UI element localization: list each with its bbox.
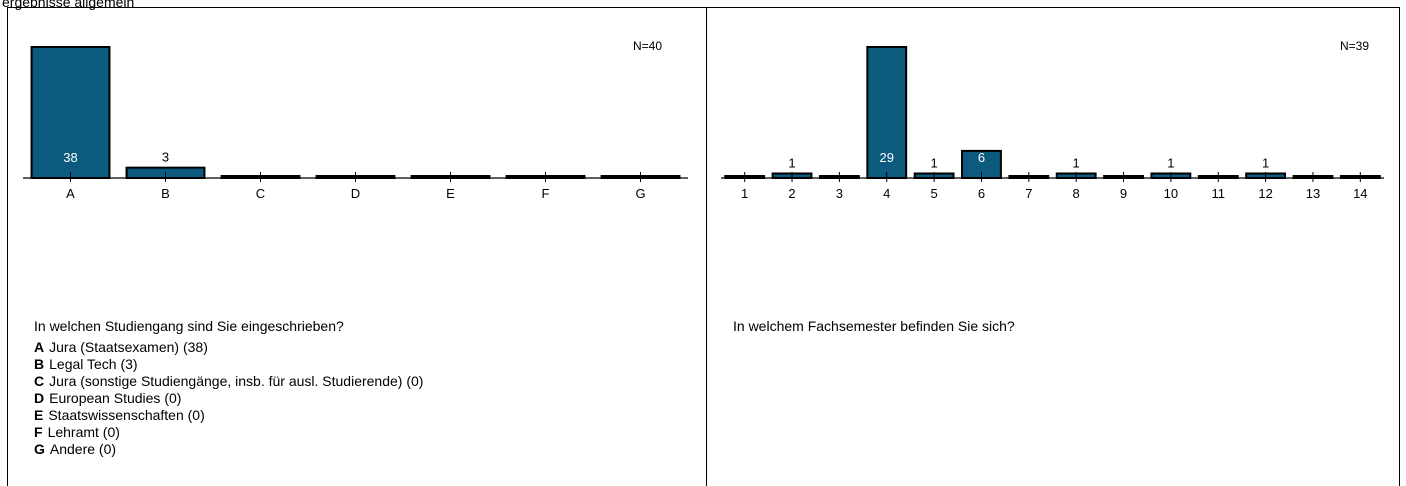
data-label-2: 1: [788, 155, 795, 170]
page-header: ergebnisse allgemein: [2, 0, 135, 10]
legend-text: Legal Tech (3): [49, 356, 138, 372]
tick-label-5: 5: [930, 186, 937, 201]
n-count-label: N=39: [1340, 39, 1370, 53]
legend-item: C Jura (sonstige Studiengänge, insb. für …: [34, 373, 423, 390]
data-label-10: 1: [1167, 155, 1174, 170]
tick-label-9: 9: [1120, 186, 1127, 201]
data-label-4: 29: [880, 150, 894, 165]
tick-label-4: 4: [883, 186, 890, 201]
tick-label-E: E: [446, 186, 455, 201]
bar-4: [866, 46, 908, 179]
tick-label-6: 6: [978, 186, 985, 201]
legend-text: Jura (sonstige Studiengänge, insb. für a…: [49, 373, 424, 389]
legend-key: E: [34, 407, 44, 423]
data-label-8: 1: [1073, 155, 1080, 170]
tick-label-F: F: [542, 186, 550, 201]
legend-key: B: [34, 356, 45, 372]
tick-label-10: 10: [1164, 186, 1178, 201]
legend-text: Lehramt (0): [47, 424, 120, 440]
tick-label-12: 12: [1258, 186, 1272, 201]
tick-label-13: 13: [1306, 186, 1320, 201]
tick-label-1: 1: [741, 186, 748, 201]
legend-key: C: [34, 373, 45, 389]
legend-text: Staatswissenschaften (0): [48, 407, 205, 423]
tick-label-D: D: [351, 186, 360, 201]
tick-label-G: G: [635, 186, 645, 201]
data-label-5: 1: [930, 155, 937, 170]
answer-legend: A Jura (Staatsexamen) (38) B Legal Tech (3)…: [34, 339, 423, 458]
legend-item: F Lehramt (0): [34, 424, 423, 441]
tick-label-2: 2: [788, 186, 795, 201]
legend-item: G Andere (0): [34, 441, 423, 458]
tick-label-11: 11: [1212, 186, 1226, 201]
tick-label-7: 7: [1025, 186, 1032, 201]
tick-label-14: 14: [1353, 186, 1367, 201]
legend-text: European Studies (0): [49, 390, 182, 406]
tick-label-B: B: [161, 186, 170, 201]
legend-item: A Jura (Staatsexamen) (38): [34, 339, 423, 356]
legend-text: Andere (0): [49, 441, 117, 457]
tick-label-3: 3: [836, 186, 843, 201]
legend-key: G: [34, 441, 45, 457]
legend-key: D: [34, 390, 45, 406]
tick-label-A: A: [66, 186, 75, 201]
data-label-A: 38: [63, 150, 77, 165]
legend-item: B Legal Tech (3): [34, 356, 423, 373]
tick-label-8: 8: [1073, 186, 1080, 201]
question-text: In welchem Fachsemester befinden Sie sic…: [733, 318, 1015, 334]
data-label-12: 1: [1262, 155, 1269, 170]
legend-text: Jura (Staatsexamen) (38): [49, 339, 208, 355]
question-text: In welchen Studiengang sind Sie eingesch…: [34, 318, 344, 334]
bar-6: [961, 149, 1002, 179]
data-label-6: 6: [978, 150, 985, 165]
legend-key: F: [34, 424, 43, 440]
tick-label-C: C: [256, 186, 265, 201]
chart-panel-studiengang: A 38 B 3 C D E F G N=40 In welchen Studiengang s…: [7, 7, 707, 486]
chart-panel-fachsemester: 1 2 1 3 4 29 5 1 6 6 7 8 1 9 10 1 11 12 1 13 14 N=39 In welc…: [706, 7, 1400, 486]
legend-item: D European Studies (0): [34, 390, 423, 407]
bar-chart-studiengang: A 38 B 3 C D E F G: [23, 46, 688, 201]
data-label-B: 3: [162, 150, 169, 165]
legend-key: A: [34, 339, 45, 355]
legend-item: E Staatswissenschaften (0): [34, 407, 423, 424]
n-count-label: N=40: [633, 39, 663, 53]
